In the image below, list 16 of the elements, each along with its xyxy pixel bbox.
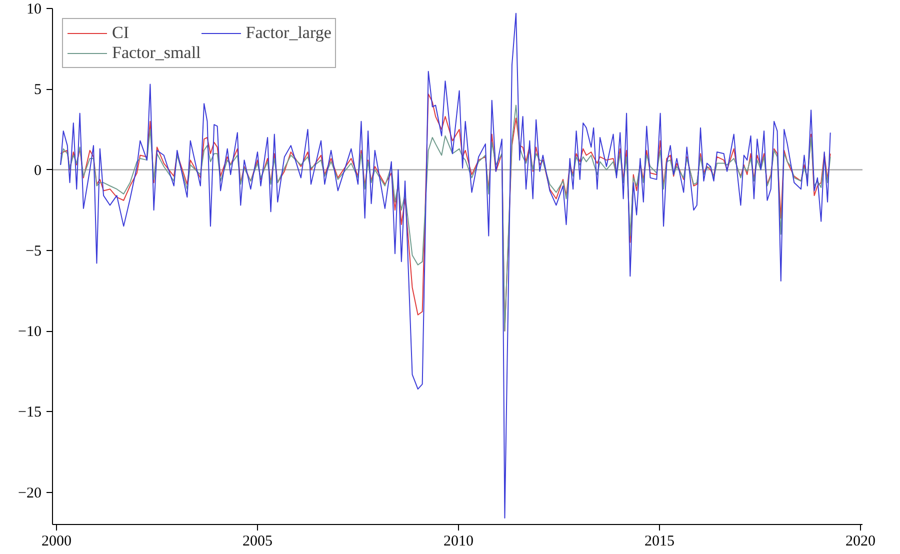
y-tick-label: −20 [18, 485, 42, 502]
y-tick-label: −10 [18, 324, 42, 340]
x-tick-label: 2010 [444, 534, 474, 550]
x-tick-label: 2020 [845, 534, 876, 550]
legend-label: Factor_large [246, 23, 332, 43]
legend-label: Factor_small [112, 43, 201, 63]
line-series [60, 12, 831, 519]
x-tick-label: 2015 [644, 534, 674, 550]
y-tick-label: −5 [26, 243, 42, 260]
y-tick-label: 0 [34, 162, 42, 179]
y-tick-label: 5 [34, 82, 42, 98]
legend-label: CI [112, 23, 130, 43]
x-tick-label: 2000 [42, 534, 72, 550]
x-tick-label: 2005 [242, 534, 273, 550]
y-tick-label: −15 [18, 404, 42, 421]
y-tick-label: 10 [26, 2, 42, 18]
